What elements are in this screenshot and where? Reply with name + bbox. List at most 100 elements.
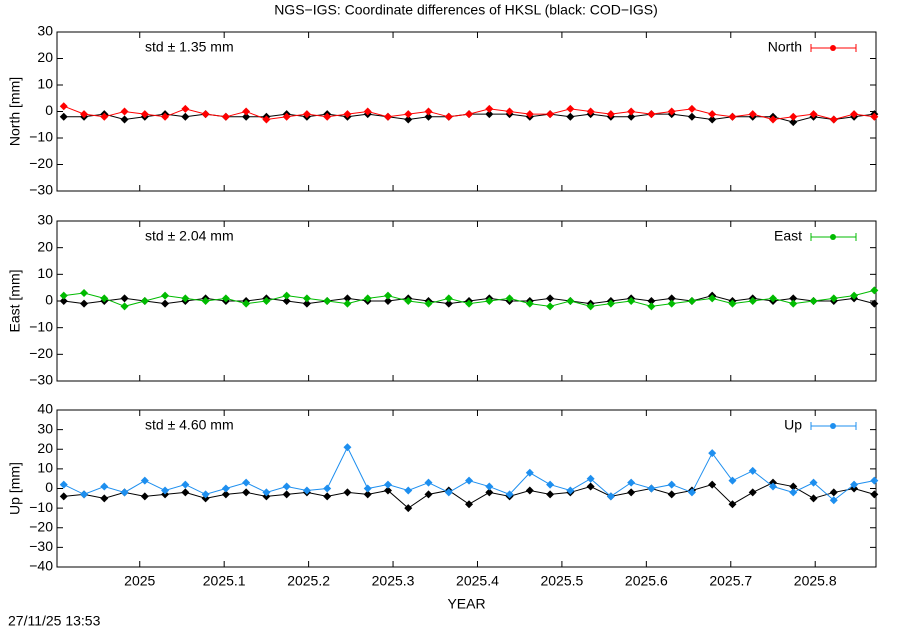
- y-tick-label: 10: [37, 265, 53, 281]
- data-point: [809, 110, 818, 119]
- data-point: [140, 476, 149, 485]
- y-tick-label: 30: [37, 420, 53, 436]
- data-point: [647, 110, 656, 119]
- legend-label: North: [768, 39, 802, 55]
- data-point: [221, 112, 230, 121]
- y-tick-label: −30: [29, 372, 53, 388]
- data-point: [829, 115, 838, 124]
- y-tick-label: 10: [37, 460, 53, 476]
- data-point: [850, 110, 859, 119]
- data-point: [789, 299, 798, 308]
- data-point: [404, 504, 413, 513]
- data-point: [870, 490, 879, 499]
- data-point: [424, 107, 433, 116]
- data-point: [242, 488, 251, 497]
- data-point: [525, 110, 534, 119]
- y-tick-label: 10: [37, 76, 53, 92]
- data-point: [647, 297, 656, 305]
- x-tick-label: 2025: [124, 573, 155, 589]
- data-point: [708, 449, 717, 458]
- data-point: [789, 488, 798, 497]
- data-point: [728, 500, 737, 509]
- data-point: [120, 302, 129, 311]
- data-point: [343, 294, 352, 303]
- y-tick-label: 20: [37, 49, 53, 65]
- data-point: [485, 110, 494, 119]
- x-axis-label: YEAR: [447, 596, 485, 612]
- data-point: [647, 484, 656, 493]
- data-point: [323, 297, 332, 305]
- data-point: [789, 112, 798, 121]
- data-point: [383, 297, 392, 305]
- data-point: [728, 112, 737, 121]
- std-annotation: std ± 4.60 mm: [145, 417, 234, 433]
- data-point: [80, 289, 89, 297]
- x-tick-label: 2025.8: [794, 573, 837, 589]
- data-point: [627, 112, 636, 121]
- data-point: [282, 482, 291, 491]
- data-point: [829, 294, 838, 303]
- data-point: [80, 490, 89, 499]
- data-point: [262, 488, 271, 497]
- y-tick-label: 20: [37, 440, 53, 456]
- data-point: [120, 488, 129, 497]
- data-point: [667, 490, 676, 499]
- data-point: [586, 474, 595, 483]
- data-point: [383, 480, 392, 489]
- data-point: [404, 115, 413, 124]
- data-point: [687, 297, 696, 305]
- data-point: [444, 488, 453, 497]
- y-tick-label: −20: [29, 345, 53, 361]
- y-tick-label: −10: [29, 499, 53, 515]
- data-point: [708, 480, 717, 489]
- data-point: [424, 299, 433, 308]
- data-point: [181, 488, 190, 497]
- data-point: [566, 104, 575, 113]
- data-point: [161, 112, 170, 121]
- y-tick-label: 0: [45, 479, 53, 495]
- data-point: [343, 443, 352, 452]
- data-point: [789, 118, 798, 127]
- y-tick-label: −30: [29, 538, 53, 554]
- data-point: [728, 299, 737, 308]
- data-point: [161, 486, 170, 495]
- data-point: [201, 297, 210, 305]
- y-axis-label: East [mm]: [7, 269, 23, 332]
- data-point: [586, 107, 595, 116]
- data-point: [282, 112, 291, 121]
- data-point: [748, 488, 757, 497]
- data-point: [282, 297, 291, 305]
- data-point: [870, 112, 879, 121]
- data-point: [505, 107, 514, 116]
- x-tick-label: 2025.2: [287, 573, 330, 589]
- y-tick-label: −10: [29, 129, 53, 145]
- data-point: [343, 488, 352, 497]
- data-point: [870, 286, 879, 295]
- legend-marker: [830, 423, 836, 429]
- data-point: [181, 480, 190, 489]
- y-tick-label: 40: [37, 401, 53, 417]
- y-tick-label: −20: [29, 518, 53, 534]
- legend-marker: [830, 45, 836, 51]
- data-point: [140, 297, 149, 305]
- x-tick-label: 2025.7: [709, 573, 752, 589]
- data-point: [748, 110, 757, 119]
- data-point: [505, 490, 514, 499]
- data-point: [120, 107, 129, 116]
- legend-marker: [830, 234, 836, 240]
- data-point: [465, 299, 474, 308]
- data-point: [465, 500, 474, 509]
- data-point: [870, 476, 879, 485]
- data-point: [809, 297, 818, 305]
- data-point: [789, 482, 798, 491]
- data-point: [302, 110, 311, 119]
- data-point: [140, 492, 149, 501]
- data-point: [181, 112, 190, 121]
- data-point: [363, 490, 372, 499]
- data-point: [465, 110, 474, 119]
- data-point: [485, 297, 494, 305]
- data-point: [667, 299, 676, 308]
- legend-label: East: [774, 228, 802, 244]
- data-point: [444, 112, 453, 121]
- y-tick-label: −40: [29, 558, 53, 574]
